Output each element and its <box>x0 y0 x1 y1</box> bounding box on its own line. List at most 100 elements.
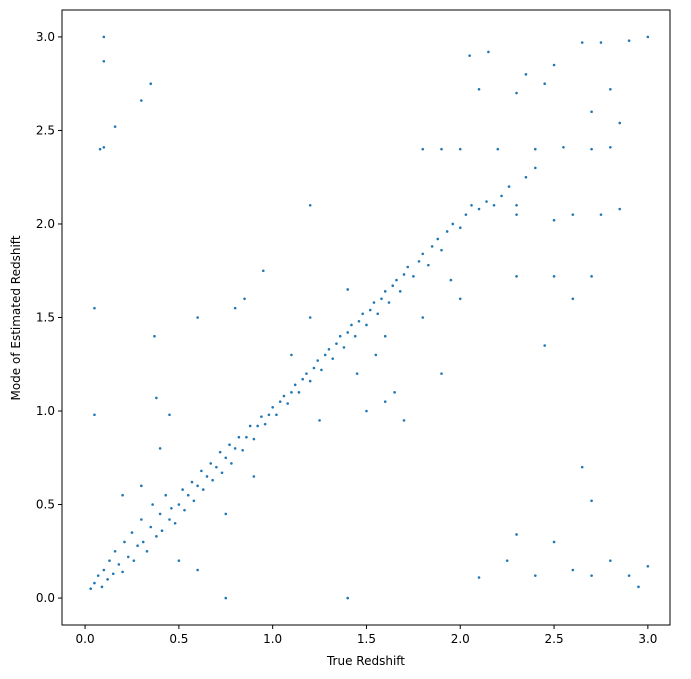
point <box>637 585 640 589</box>
x-tick-label: 2.0 <box>451 632 470 646</box>
point <box>500 194 503 198</box>
point <box>609 88 612 91</box>
point <box>338 334 342 338</box>
point <box>316 359 319 362</box>
point <box>580 41 584 44</box>
point <box>102 35 106 39</box>
point <box>209 462 213 465</box>
point <box>192 499 196 503</box>
point <box>168 413 171 417</box>
point <box>267 413 271 417</box>
point <box>374 353 378 357</box>
x-tick-label: 0.0 <box>76 632 95 646</box>
point <box>458 297 462 301</box>
point <box>220 471 224 475</box>
point <box>365 409 368 413</box>
point <box>383 334 387 338</box>
y-axis-label: Mode of Estimated Redshift <box>9 235 23 400</box>
point <box>290 391 293 394</box>
point <box>158 447 162 450</box>
x-axis-label: True Redshift <box>326 654 405 668</box>
point <box>376 312 380 316</box>
point <box>406 265 410 269</box>
point <box>534 574 537 577</box>
point <box>395 278 398 282</box>
point <box>485 200 488 203</box>
point <box>387 301 391 304</box>
x-tick-label: 0.5 <box>169 632 188 646</box>
point <box>126 555 130 559</box>
point <box>393 391 396 394</box>
point <box>618 207 622 211</box>
y-tick-label: 1.5 <box>36 311 55 325</box>
point <box>440 372 443 375</box>
point <box>151 503 154 506</box>
point <box>181 488 184 491</box>
point <box>275 413 278 417</box>
point <box>646 564 650 568</box>
point <box>248 424 252 428</box>
point <box>342 346 346 349</box>
point <box>233 447 237 450</box>
point <box>552 275 556 278</box>
point <box>278 400 282 403</box>
point <box>590 275 593 278</box>
point <box>224 596 228 600</box>
point <box>241 449 244 452</box>
point <box>282 394 286 398</box>
point <box>149 525 153 529</box>
point <box>391 284 395 288</box>
point <box>145 550 149 553</box>
point <box>492 203 496 207</box>
y-tick-label: 1.0 <box>36 404 55 418</box>
point <box>505 559 509 562</box>
point <box>571 297 575 301</box>
point <box>164 493 168 497</box>
point <box>436 237 440 241</box>
point <box>468 54 471 57</box>
point <box>552 63 556 67</box>
x-tick-label: 3.0 <box>638 632 657 646</box>
point <box>297 391 301 394</box>
point <box>117 563 121 566</box>
point <box>458 147 462 151</box>
point <box>123 540 126 544</box>
point <box>451 222 455 226</box>
point <box>130 531 134 534</box>
point <box>590 574 593 577</box>
plot-frame <box>61 9 671 626</box>
point <box>183 508 186 512</box>
point <box>458 226 462 230</box>
point <box>534 166 537 170</box>
point <box>256 424 259 428</box>
point <box>177 503 181 506</box>
point <box>515 203 518 207</box>
point <box>261 269 265 273</box>
point <box>93 306 96 310</box>
point <box>383 290 387 293</box>
point <box>331 357 335 360</box>
point <box>96 574 100 577</box>
point <box>372 301 376 304</box>
point <box>627 574 631 577</box>
point <box>136 544 139 547</box>
point <box>106 578 109 581</box>
point <box>260 415 263 418</box>
point <box>140 518 143 521</box>
point <box>609 559 612 562</box>
point <box>515 213 518 216</box>
point <box>177 559 181 562</box>
point <box>599 41 603 44</box>
point <box>271 405 274 409</box>
point <box>368 308 372 312</box>
point <box>312 366 316 370</box>
point <box>350 323 353 327</box>
point <box>335 342 338 345</box>
point <box>402 419 406 422</box>
point <box>562 145 565 149</box>
point <box>108 559 111 562</box>
point <box>464 213 468 216</box>
point <box>153 334 156 338</box>
point <box>346 331 350 334</box>
point <box>440 248 443 252</box>
